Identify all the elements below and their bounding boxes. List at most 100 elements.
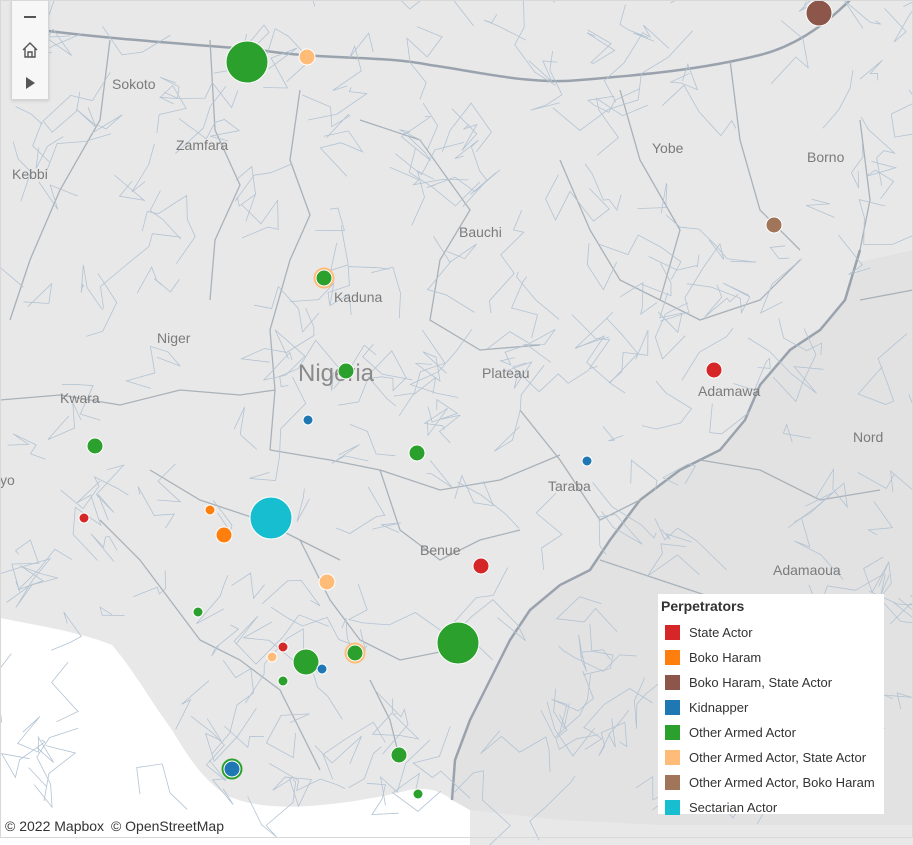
boundary-line [308, 87, 368, 121]
boundary-line [511, 276, 538, 339]
incident-marker[interactable] [277, 641, 289, 653]
incident-marker[interactable] [412, 788, 424, 800]
boundary-line [99, 606, 125, 616]
incident-marker[interactable] [390, 746, 408, 764]
boundary-line [296, 488, 310, 522]
boundary-line [454, 474, 495, 507]
boundary-line [313, 673, 343, 720]
boundary-line [512, 362, 590, 393]
incident-marker[interactable] [765, 216, 783, 234]
legend-item-boko-haram-state-actor[interactable]: Boko Haram, State Actor [661, 670, 884, 695]
incident-marker[interactable] [408, 444, 426, 462]
incident-marker[interactable] [192, 606, 204, 618]
incident-marker[interactable] [225, 40, 269, 84]
boundary-line [630, 459, 658, 490]
home-button[interactable] [12, 33, 48, 66]
expand-toolbar-button[interactable] [12, 66, 48, 99]
boundary-line [709, 403, 751, 435]
mapbox-attribution-link[interactable]: © 2022 Mapbox [5, 818, 105, 834]
boundary-line [270, 606, 366, 651]
boundary-line [660, 239, 725, 322]
boundary-line [398, 376, 437, 417]
boundary-line [406, 26, 443, 100]
boundary-line [598, 234, 682, 280]
boundary-line [505, 361, 533, 389]
boundary-line [335, 486, 386, 534]
place-label-benue: Benue [420, 542, 461, 558]
legend-title: Perpetrators [661, 598, 745, 614]
legend-item-other-armed-actor-state-actor[interactable]: Other Armed Actor, State Actor [661, 745, 884, 770]
legend-item-state-actor[interactable]: State Actor [661, 620, 884, 645]
boundary-line [451, 108, 478, 151]
boundary-line [426, 460, 453, 488]
boundary-line [399, 102, 439, 151]
boundary-line [35, 136, 64, 169]
incident-marker[interactable] [78, 512, 90, 524]
legend-label: Sectarian Actor [689, 800, 778, 815]
boundary-line [338, 376, 397, 407]
boundary-line [457, 481, 520, 529]
legend-item-other-armed-actor[interactable]: Other Armed Actor [661, 720, 884, 745]
incident-marker[interactable] [346, 644, 364, 662]
legend-item-other-armed-actor-boko-haram[interactable]: Other Armed Actor, Boko Haram [661, 770, 884, 795]
boundary-line [641, 263, 672, 297]
incident-marker[interactable] [581, 455, 593, 467]
incident-marker[interactable] [302, 414, 314, 426]
boundary-line [427, 260, 475, 313]
legend-swatch [665, 675, 680, 690]
boundary-line [392, 772, 441, 812]
legend-item-sectarian-actor[interactable]: Sectarian Actor [661, 795, 884, 820]
zoom-out-button[interactable] [12, 0, 48, 33]
boundary-line [136, 763, 188, 810]
osm-attribution-link[interactable]: © OpenStreetMap [110, 818, 224, 834]
incident-marker[interactable] [249, 496, 293, 540]
incident-marker[interactable] [316, 663, 328, 675]
incident-marker[interactable] [223, 760, 241, 778]
boundary-line [234, 163, 293, 207]
boundary-line [408, 148, 481, 207]
boundary-line [314, 735, 362, 764]
incident-marker[interactable] [315, 269, 333, 287]
incident-marker[interactable] [436, 621, 480, 665]
incident-marker[interactable] [805, 0, 833, 27]
legend-item-boko-haram[interactable]: Boko Haram [661, 645, 884, 670]
incident-marker[interactable] [277, 675, 289, 687]
boundary-line [372, 522, 401, 533]
boundary-line [867, 501, 894, 536]
boundary-line [704, 284, 739, 318]
boundary-line [175, 680, 210, 730]
boundary-line [51, 611, 82, 651]
boundary-line [0, 557, 52, 608]
boundary-line [595, 97, 648, 156]
incident-marker[interactable] [266, 651, 278, 663]
boundary-line [90, 533, 118, 562]
boundary-line [46, 133, 112, 171]
legend-item-kidnapper[interactable]: Kidnapper [661, 695, 884, 720]
boundary-line [100, 233, 181, 309]
incident-marker[interactable] [86, 437, 104, 455]
place-label-kaduna: Kaduna [334, 289, 382, 305]
incident-marker[interactable] [337, 362, 355, 380]
boundary-line [654, 302, 689, 360]
boundary-line [592, 482, 657, 539]
boundary-line [102, 25, 171, 56]
incident-marker[interactable] [215, 526, 233, 544]
incident-marker[interactable] [298, 48, 316, 66]
boundary-line [233, 614, 329, 665]
incident-marker[interactable] [472, 557, 490, 575]
boundary-line [426, 169, 501, 195]
place-label-plateau: Plateau [482, 365, 529, 381]
boundary-line [488, 210, 525, 314]
incident-marker[interactable] [318, 573, 336, 591]
boundary-line [514, 0, 556, 86]
boundary-line [327, 266, 390, 305]
incident-marker[interactable] [292, 648, 320, 676]
legend-swatch [665, 750, 680, 765]
incident-marker[interactable] [204, 504, 216, 516]
incident-markers [78, 0, 833, 800]
incident-marker[interactable] [705, 361, 723, 379]
boundary-line [371, 698, 420, 740]
boundary-line [72, 480, 102, 561]
